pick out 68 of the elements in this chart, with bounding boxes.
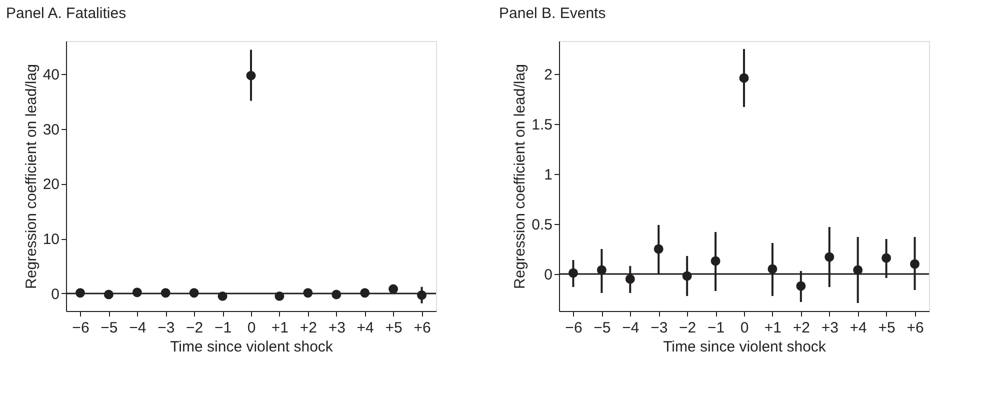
point [654, 244, 664, 254]
x-tick-label: +1 [271, 320, 289, 336]
x-tick-label: +6 [906, 320, 924, 336]
x-tick-label: +2 [792, 320, 810, 336]
y-tick-label: 0 [544, 266, 552, 284]
y-tick-label: 0 [51, 286, 60, 303]
y-tick-label: 2 [544, 66, 552, 84]
y-tick-label: 20 [42, 176, 60, 194]
y-tick-label: 30 [42, 121, 60, 138]
point [218, 291, 228, 301]
x-tick-label: −2 [679, 320, 696, 336]
y-tick-label: 1 [544, 166, 552, 184]
y-tick-label: 40 [42, 66, 60, 84]
x-tick-label: +5 [385, 320, 402, 336]
point [388, 284, 398, 294]
y-tick-label: 1.5 [532, 116, 552, 134]
x-tick-label: −2 [186, 320, 204, 336]
chart-title: Panel A. Fatalities [6, 5, 126, 22]
x-tick-label: +6 [414, 320, 431, 336]
x-tick-label: +4 [850, 320, 867, 336]
y-axis-title: Regression coefficient on lead/lag [512, 64, 529, 289]
point [417, 290, 427, 300]
point [303, 288, 313, 298]
x-tick-label: −6 [72, 320, 90, 336]
point [274, 291, 284, 301]
y-axis-title: Regression coefficient on lead/lag [22, 64, 40, 289]
point [75, 288, 85, 298]
point [824, 252, 834, 262]
point [682, 271, 692, 281]
x-tick-label: −5 [594, 320, 611, 336]
x-tick-label: 0 [247, 320, 256, 336]
point [189, 288, 199, 298]
y-tick-label: 0.5 [532, 216, 552, 234]
x-axis-title: Time since violent shock [170, 338, 334, 356]
point [132, 288, 142, 298]
x-axis-title: Time since violent shock [663, 338, 826, 356]
point [882, 253, 892, 263]
point [568, 268, 578, 278]
point [332, 290, 342, 300]
x-tick-label: −6 [565, 320, 582, 336]
x-tick-label: −5 [100, 320, 118, 336]
point [796, 281, 806, 291]
point [768, 264, 778, 274]
point [160, 288, 170, 298]
x-tick-label: −4 [622, 320, 640, 336]
point [104, 290, 114, 300]
point [360, 288, 370, 298]
x-tick-label: 0 [740, 320, 749, 336]
x-tick-label: +4 [356, 320, 374, 336]
x-tick-label: +3 [821, 320, 838, 336]
point [853, 265, 863, 275]
x-tick-label: −3 [158, 320, 175, 336]
x-tick-label: +3 [328, 320, 346, 336]
point [246, 70, 256, 80]
point [739, 73, 749, 83]
point [710, 256, 720, 266]
chart-title: Panel B. Events [499, 5, 606, 22]
point [596, 265, 606, 275]
x-tick-label: −1 [707, 320, 725, 336]
point [625, 274, 635, 284]
x-tick-label: −3 [650, 320, 668, 336]
y-tick-label: 10 [42, 231, 60, 248]
x-tick-label: +5 [878, 320, 896, 336]
x-tick-label: +2 [300, 320, 317, 336]
x-tick-label: −1 [214, 320, 232, 336]
point [910, 259, 920, 269]
x-tick-label: −4 [129, 320, 146, 336]
x-tick-label: +1 [764, 320, 782, 336]
